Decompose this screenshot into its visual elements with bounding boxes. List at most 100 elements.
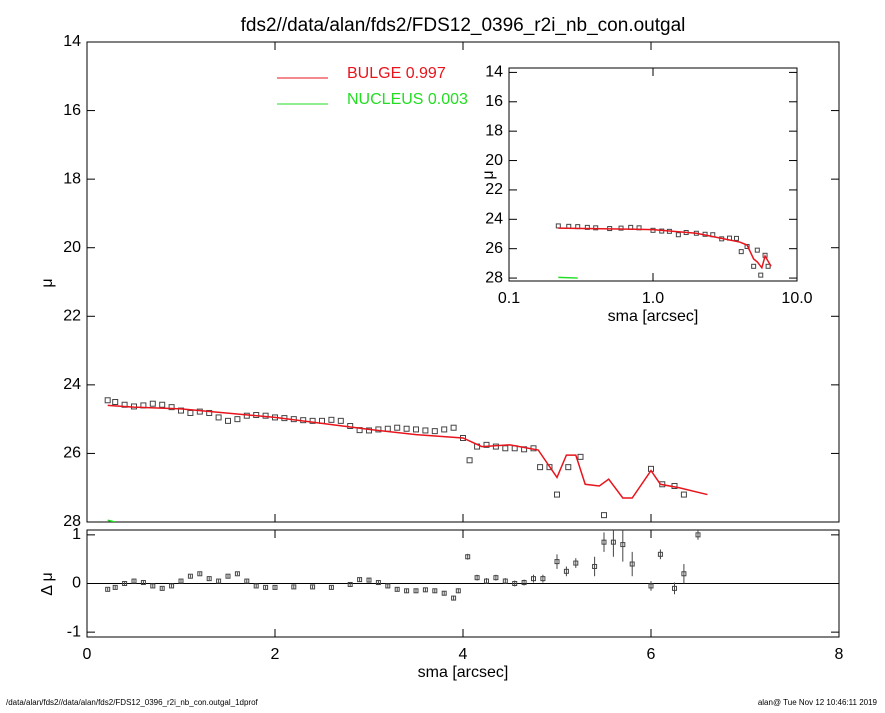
data-point [441, 426, 448, 433]
data-point [466, 457, 473, 464]
data-point [169, 583, 175, 589]
data-point [216, 578, 222, 584]
data-point [695, 532, 701, 538]
model-line [107, 404, 708, 499]
data-point [502, 578, 508, 584]
y-tick-label: 18 [63, 170, 81, 187]
y-tick-label: 24 [485, 211, 503, 228]
data-point [328, 416, 335, 423]
data-point [394, 424, 401, 431]
x-tick-label: 0 [83, 646, 92, 663]
x-tick-label: 4 [459, 646, 468, 663]
y-tick-label: 26 [63, 445, 81, 462]
legend-label: BULGE 0.997 [347, 65, 446, 82]
y-tick-label: 22 [485, 181, 503, 198]
plot-area [555, 223, 772, 279]
data-point [441, 590, 447, 596]
data-point [675, 232, 681, 238]
data-point [197, 571, 203, 577]
data-point [765, 263, 771, 269]
data-point [178, 578, 184, 584]
model-line [107, 519, 116, 522]
x-axis-label: sma [arcsec] [608, 308, 699, 325]
y-axis-label: μ [39, 278, 56, 287]
data-point [309, 417, 316, 424]
data-point [629, 561, 635, 567]
data-point [272, 584, 278, 590]
x-tick-label: 1.0 [642, 290, 664, 307]
data-point [112, 584, 118, 590]
data-point [187, 573, 193, 579]
y-tick-label: 28 [63, 513, 81, 530]
x-tick-label: 8 [835, 646, 844, 663]
data-point [531, 576, 536, 582]
data-point [404, 588, 410, 594]
y-tick-label: 16 [485, 93, 503, 110]
x-tick-label: 6 [647, 646, 656, 663]
data-point [610, 539, 616, 545]
data-point [375, 580, 381, 586]
data-point [131, 578, 137, 584]
data-point [601, 539, 607, 545]
data-point [225, 417, 231, 424]
y-tick-label: 14 [63, 33, 81, 50]
data-point [310, 584, 316, 590]
main-frame [86, 41, 840, 523]
data-point [537, 464, 544, 471]
data-point [751, 263, 757, 269]
data-point [584, 224, 590, 230]
y-tick-label: 16 [63, 102, 81, 119]
data-point [554, 559, 560, 565]
x-tick-label: 0.1 [498, 290, 520, 307]
y-tick-label: 0 [72, 575, 81, 592]
data-point [253, 583, 259, 589]
data-point [149, 400, 156, 407]
plot-area [87, 530, 839, 601]
data-point [150, 583, 156, 589]
data-point [225, 573, 231, 579]
data-point [328, 584, 334, 590]
y-tick-label: 20 [63, 239, 81, 256]
x-axis-label: sma [arcsec] [418, 664, 509, 681]
data-point [648, 583, 654, 589]
data-point [555, 223, 561, 229]
data-point [375, 426, 382, 433]
data-point [394, 586, 400, 592]
data-point [215, 414, 222, 421]
data-point [451, 595, 457, 601]
footer-right: alan@ Tue Nov 12 10:46:11 2019 [758, 698, 878, 707]
plot-area [104, 397, 708, 522]
data-point [521, 580, 527, 586]
y-tick-label: 24 [63, 376, 81, 393]
data-point [105, 586, 111, 592]
data-point [196, 408, 203, 415]
legend-label: NUCLEUS 0.003 [347, 91, 468, 108]
data-point [159, 585, 165, 591]
inset-frame [508, 67, 798, 282]
data-point [431, 428, 438, 435]
data-point [758, 272, 764, 278]
data-point [187, 409, 194, 416]
chart-title: fds2//data/alan/fds2/FDS12_0396_r2i_nb_c… [241, 15, 686, 36]
data-point [366, 427, 372, 434]
data-point [234, 571, 240, 577]
data-point [366, 577, 372, 583]
data-point [565, 464, 572, 471]
data-point [263, 584, 269, 590]
data-point [465, 554, 471, 560]
data-point [234, 416, 241, 423]
y-tick-label: 20 [485, 152, 503, 169]
data-point [738, 249, 744, 255]
y-tick-label: 26 [485, 240, 503, 257]
model-line [558, 227, 772, 270]
data-point [291, 584, 297, 590]
data-point [484, 578, 489, 584]
data-point [680, 491, 687, 498]
data-point [573, 560, 579, 566]
data-point [178, 407, 184, 414]
data-point [413, 426, 419, 433]
footer-left: /data/alan/fds2//data/alan/fds2/FDS12_03… [6, 698, 259, 707]
data-point [206, 576, 212, 582]
x-tick-label: 2 [271, 646, 280, 663]
model-line [558, 276, 578, 279]
